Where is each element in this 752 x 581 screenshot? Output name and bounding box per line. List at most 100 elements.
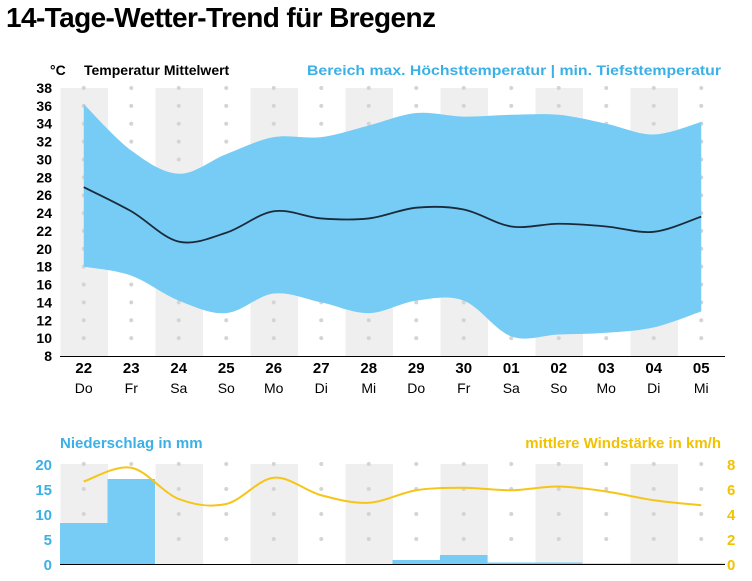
grid-dot bbox=[224, 487, 229, 491]
grid-dot bbox=[461, 300, 466, 305]
grid-dot bbox=[699, 462, 704, 466]
grid-dot bbox=[129, 318, 134, 323]
y-right-tick-label: 6 bbox=[727, 482, 735, 499]
grid-dot bbox=[271, 318, 276, 323]
grid-dot bbox=[81, 282, 86, 287]
grid-dot bbox=[604, 336, 609, 341]
grid-dot bbox=[556, 512, 561, 516]
x-tick-weekday: Mo bbox=[597, 380, 617, 396]
grid-dot bbox=[699, 512, 704, 516]
precipitation-bar bbox=[60, 523, 108, 564]
grid-dot bbox=[556, 103, 561, 108]
precipitation-label: Niederschlag in mm bbox=[60, 435, 203, 452]
x-tick-day: 25 bbox=[218, 360, 235, 377]
grid-dot bbox=[176, 157, 181, 162]
x-tick-weekday: Mi bbox=[694, 380, 709, 396]
grid-dot bbox=[461, 86, 466, 90]
x-tick-day: 30 bbox=[455, 360, 472, 377]
unit-label: °C bbox=[50, 62, 66, 78]
grid-dot bbox=[461, 103, 466, 108]
x-tick-day: 26 bbox=[265, 360, 282, 377]
grid-dot bbox=[319, 487, 324, 491]
y-tick-label: 20 bbox=[36, 241, 52, 257]
legend-range: Bereich max. Höchsttemperatur | min. Tie… bbox=[307, 62, 722, 78]
y-tick-label: 14 bbox=[36, 294, 52, 310]
grid-dot bbox=[271, 336, 276, 341]
grid-dot bbox=[366, 512, 371, 516]
grid-dot bbox=[556, 537, 561, 541]
grid-dot bbox=[366, 336, 371, 341]
grid-dot bbox=[604, 462, 609, 466]
y-right-tick-label: 0 bbox=[727, 557, 735, 574]
grid-dot bbox=[176, 86, 181, 90]
grid-dot bbox=[414, 86, 419, 90]
y-tick-label: 22 bbox=[36, 223, 52, 239]
grid-dot bbox=[176, 103, 181, 108]
y-tick-label: 28 bbox=[36, 169, 52, 185]
grid-dot bbox=[366, 86, 371, 90]
x-tick-day: 23 bbox=[123, 360, 140, 377]
grid-dot bbox=[651, 336, 656, 341]
grid-dot bbox=[319, 512, 324, 516]
grid-dot bbox=[366, 121, 371, 126]
grid-dot bbox=[699, 86, 704, 90]
precipitation-bar bbox=[487, 562, 535, 564]
grid-dot bbox=[699, 487, 704, 491]
x-tick-weekday: Do bbox=[75, 380, 93, 396]
grid-dot bbox=[651, 103, 656, 108]
grid-dot bbox=[414, 512, 419, 516]
grid-dot bbox=[176, 537, 181, 541]
precipitation-bar bbox=[535, 562, 583, 564]
grid-dot bbox=[556, 336, 561, 341]
y-tick-label: 36 bbox=[36, 98, 52, 114]
x-tick-weekday: So bbox=[218, 380, 235, 396]
x-tick-day: 22 bbox=[75, 360, 92, 377]
grid-dot bbox=[129, 103, 134, 108]
grid-dot bbox=[366, 318, 371, 323]
grid-dot bbox=[414, 462, 419, 466]
grid-dot bbox=[224, 318, 229, 323]
grid-dot bbox=[271, 487, 276, 491]
grid-dot bbox=[271, 537, 276, 541]
precipitation-bar bbox=[107, 479, 155, 564]
grid-dot bbox=[651, 512, 656, 516]
precipitation-bar bbox=[677, 563, 725, 564]
x-tick-weekday: Di bbox=[647, 380, 660, 396]
y-tick-label: 10 bbox=[36, 330, 52, 346]
grid-dot bbox=[81, 487, 86, 491]
grid-dot bbox=[651, 86, 656, 90]
grid-dot bbox=[461, 537, 466, 541]
grid-dot bbox=[319, 318, 324, 323]
grid-dot bbox=[366, 537, 371, 541]
grid-dot bbox=[176, 300, 181, 305]
wind-speed-line bbox=[83, 466, 702, 507]
grid-dot bbox=[319, 121, 324, 126]
grid-dot bbox=[271, 512, 276, 516]
x-tick-day: 27 bbox=[313, 360, 330, 377]
y-tick-label: 26 bbox=[36, 187, 52, 203]
grid-dot bbox=[366, 487, 371, 491]
grid-dot bbox=[556, 487, 561, 491]
grid-dot bbox=[319, 103, 324, 108]
y-right-tick-label: 2 bbox=[727, 532, 735, 549]
grid-dot bbox=[129, 336, 134, 341]
grid-dot bbox=[509, 512, 514, 516]
grid-dot bbox=[461, 512, 466, 516]
grid-dot bbox=[224, 121, 229, 126]
grid-dot bbox=[81, 318, 86, 323]
page-title: 14-Tage-Wetter-Trend für Bregenz bbox=[6, 2, 436, 33]
y-right-tick-label: 8 bbox=[727, 457, 735, 474]
precipitation-bar bbox=[582, 563, 630, 564]
grid-dot bbox=[699, 318, 704, 323]
grid-dot bbox=[414, 318, 419, 323]
grid-dot bbox=[556, 86, 561, 90]
grid-dot bbox=[509, 103, 514, 108]
grid-dot bbox=[271, 121, 276, 126]
grid-dot bbox=[81, 336, 86, 341]
x-tick-day: 01 bbox=[503, 360, 520, 377]
grid-dot bbox=[176, 487, 181, 491]
grid-dot bbox=[176, 512, 181, 516]
y-left-tick-label: 15 bbox=[35, 482, 52, 499]
x-tick-weekday: Mi bbox=[361, 380, 376, 396]
grid-dot bbox=[81, 462, 86, 466]
